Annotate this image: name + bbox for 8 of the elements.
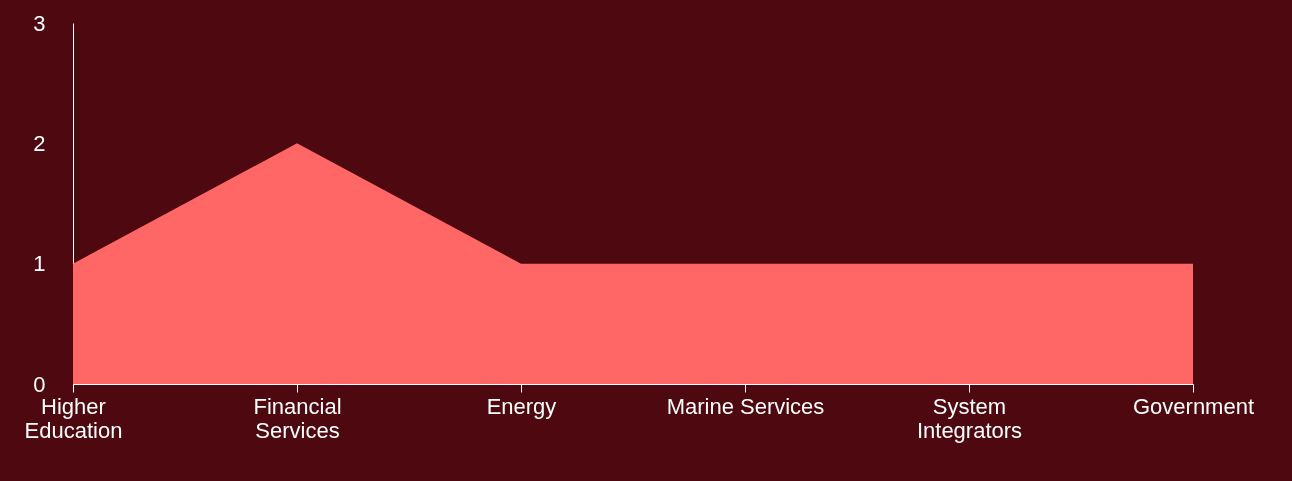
- y-tick-label: 2: [33, 130, 46, 156]
- x-tick-label: Government: [1132, 393, 1255, 419]
- y-tick-label: 3: [33, 10, 46, 36]
- x-tick-label: Marine Services: [666, 393, 825, 419]
- x-tick-label: Financial Services: [253, 393, 342, 443]
- y-tick-label: 1: [33, 251, 46, 277]
- x-tick-label: System Integrators: [916, 393, 1023, 443]
- x-tick-label: Energy: [486, 393, 557, 419]
